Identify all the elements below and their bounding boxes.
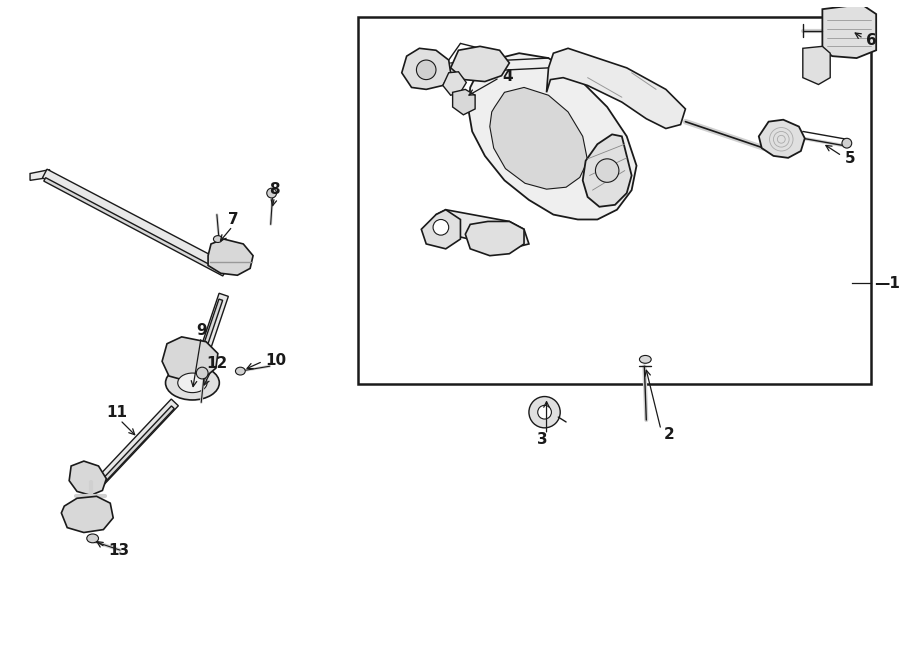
- Ellipse shape: [213, 236, 222, 242]
- Polygon shape: [401, 48, 451, 89]
- Text: 8: 8: [269, 181, 279, 197]
- Polygon shape: [44, 177, 225, 276]
- Polygon shape: [490, 87, 588, 189]
- Circle shape: [433, 220, 449, 235]
- Circle shape: [266, 188, 276, 198]
- Polygon shape: [803, 46, 830, 85]
- Ellipse shape: [236, 367, 245, 375]
- Text: 11: 11: [106, 404, 127, 420]
- Text: 3: 3: [536, 432, 547, 447]
- Polygon shape: [436, 210, 529, 249]
- Text: 4: 4: [502, 69, 513, 84]
- Polygon shape: [451, 46, 509, 81]
- Ellipse shape: [177, 373, 207, 393]
- Polygon shape: [421, 210, 461, 249]
- Polygon shape: [208, 239, 253, 275]
- Ellipse shape: [86, 534, 98, 543]
- Text: 2: 2: [664, 427, 675, 442]
- Polygon shape: [192, 293, 229, 377]
- Text: 5: 5: [845, 152, 856, 166]
- Polygon shape: [69, 461, 106, 495]
- Circle shape: [596, 159, 619, 182]
- Polygon shape: [90, 406, 175, 495]
- Polygon shape: [30, 169, 50, 180]
- Text: 13: 13: [108, 543, 130, 557]
- Polygon shape: [90, 399, 178, 492]
- Text: 10: 10: [266, 353, 287, 368]
- Circle shape: [529, 397, 560, 428]
- Polygon shape: [823, 4, 877, 58]
- Polygon shape: [192, 299, 222, 381]
- Polygon shape: [42, 169, 228, 273]
- Ellipse shape: [166, 365, 220, 400]
- Circle shape: [842, 138, 851, 148]
- Polygon shape: [582, 134, 632, 207]
- Bar: [357, 17, 871, 384]
- Polygon shape: [61, 496, 113, 532]
- Polygon shape: [465, 222, 524, 256]
- Ellipse shape: [640, 355, 652, 363]
- Text: 9: 9: [196, 322, 207, 338]
- Text: 7: 7: [228, 212, 238, 227]
- Circle shape: [196, 367, 208, 379]
- Text: 6: 6: [867, 33, 877, 48]
- Text: —1: —1: [874, 275, 900, 291]
- Circle shape: [537, 405, 552, 419]
- Polygon shape: [759, 120, 805, 158]
- Polygon shape: [468, 53, 636, 220]
- Polygon shape: [453, 89, 475, 115]
- Polygon shape: [443, 71, 466, 95]
- Polygon shape: [546, 48, 686, 128]
- Circle shape: [417, 60, 436, 79]
- Polygon shape: [162, 337, 218, 381]
- Text: 12: 12: [206, 355, 228, 371]
